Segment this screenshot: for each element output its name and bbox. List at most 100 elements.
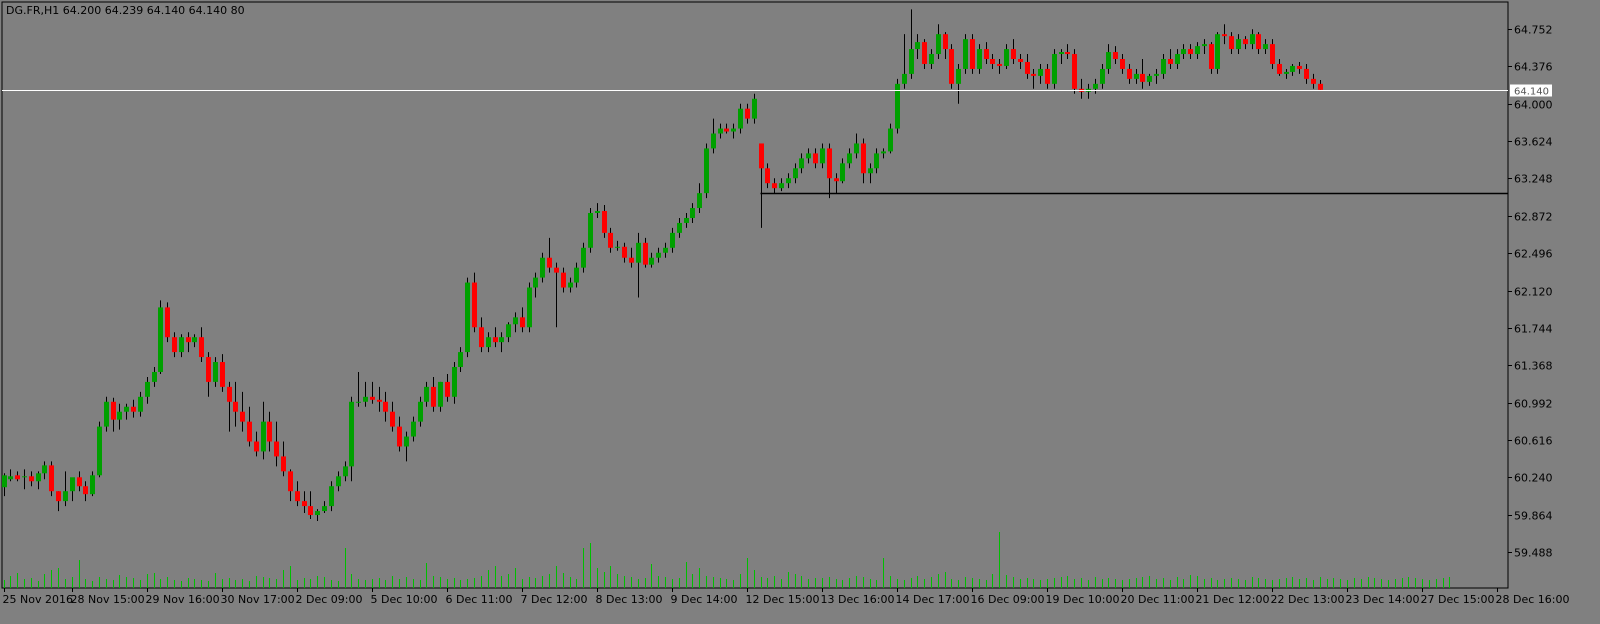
time-tick-label: 7 Dec 12:00 (521, 593, 588, 606)
candle-body (199, 337, 204, 358)
candle-body (418, 401, 423, 422)
candle-body (363, 396, 368, 402)
candle (949, 44, 954, 89)
candle-body (806, 153, 811, 159)
candle (1086, 83, 1091, 99)
candle-body (329, 486, 334, 507)
candle (704, 143, 709, 199)
candle-body (643, 242, 648, 265)
candle (649, 252, 654, 268)
candle-body (254, 441, 259, 452)
candle-body (663, 247, 668, 253)
price-tick-label: 64.376 (1514, 61, 1553, 74)
candle (199, 327, 204, 363)
candle (963, 34, 968, 74)
candle (1297, 61, 1302, 74)
candle-body (1038, 68, 1043, 76)
candle (1304, 63, 1309, 84)
candle (1072, 49, 1077, 94)
candle-body (929, 54, 934, 64)
candle-body (83, 486, 88, 495)
time-tick-label: 13 Dec 16:00 (821, 593, 895, 606)
candle (759, 143, 764, 228)
candle-body (568, 282, 573, 288)
candle (83, 481, 88, 502)
candle-body (1311, 78, 1316, 84)
candle (799, 153, 804, 174)
candle-body (834, 178, 839, 182)
candle-body (104, 401, 109, 427)
candle-body (554, 267, 559, 273)
candle-body (63, 491, 68, 502)
candle (806, 148, 811, 164)
candle-body (390, 411, 395, 427)
candle (247, 406, 252, 447)
candle-body (874, 153, 879, 169)
candle-body (117, 411, 122, 420)
candle-body (1209, 44, 1214, 69)
candle (779, 178, 784, 192)
candle-body (70, 477, 75, 492)
candle (1209, 42, 1214, 74)
candle (186, 332, 191, 353)
candle (1018, 54, 1023, 69)
candle (970, 34, 975, 74)
candle-body (984, 49, 989, 60)
candle-body (1175, 54, 1180, 64)
candle (1065, 44, 1070, 60)
candle (895, 78, 900, 134)
candle (724, 123, 729, 134)
candle-body (1297, 65, 1302, 69)
candle-body (445, 381, 450, 397)
candle-body (138, 396, 143, 412)
candle (602, 205, 607, 238)
candle (527, 282, 532, 333)
time-tick-label: 28 Nov 15:00 (71, 593, 145, 606)
price-axis: 64.752 64.376 64.000 63.624 63.248 62.872 62.4… (1508, 24, 1553, 560)
horizontal-lines[interactable]: 64.140 (2, 84, 1552, 195)
candle (97, 421, 102, 478)
candle (22, 469, 27, 490)
time-tick-label: 23 Dec 14:00 (1346, 593, 1420, 606)
candle-body (854, 143, 859, 154)
symbol-info-label: DG.FR,H1 64.200 64.239 64.140 64.140 80 (6, 4, 245, 17)
candle (2, 473, 7, 497)
candle (36, 471, 41, 490)
candle (117, 403, 122, 430)
time-tick-label: 6 Dec 11:00 (446, 593, 513, 606)
candle-body (1243, 39, 1248, 45)
candle (622, 242, 627, 263)
candle-body (1215, 34, 1220, 69)
candle-body (793, 168, 798, 179)
candle-body (909, 49, 914, 74)
price-tick-label: 61.368 (1514, 360, 1553, 373)
candle-body (1256, 34, 1261, 50)
candle (329, 481, 334, 512)
candle (1318, 79, 1323, 90)
candle (42, 461, 47, 480)
candle-body (302, 501, 307, 507)
candle-body (888, 128, 893, 152)
candle-body (1147, 75, 1152, 82)
candle-body (1140, 73, 1145, 82)
bid-price-label: 64.140 (1514, 87, 1549, 98)
price-tick-label: 62.120 (1514, 286, 1553, 299)
candle (772, 178, 777, 194)
candle (295, 481, 300, 507)
candle (1004, 44, 1009, 69)
time-tick-label: 2 Dec 09:00 (296, 593, 363, 606)
candle (356, 371, 361, 407)
candle-body (1277, 63, 1282, 74)
candle-body (997, 63, 1002, 66)
candle (70, 477, 75, 502)
candle (383, 391, 388, 422)
candle-body (765, 168, 770, 184)
candle-body (704, 148, 709, 194)
time-tick-label: 25 Nov 2016 (3, 593, 73, 606)
candle (697, 183, 702, 214)
candle-body (561, 272, 566, 288)
candle (206, 352, 211, 397)
candle-body (731, 128, 736, 132)
